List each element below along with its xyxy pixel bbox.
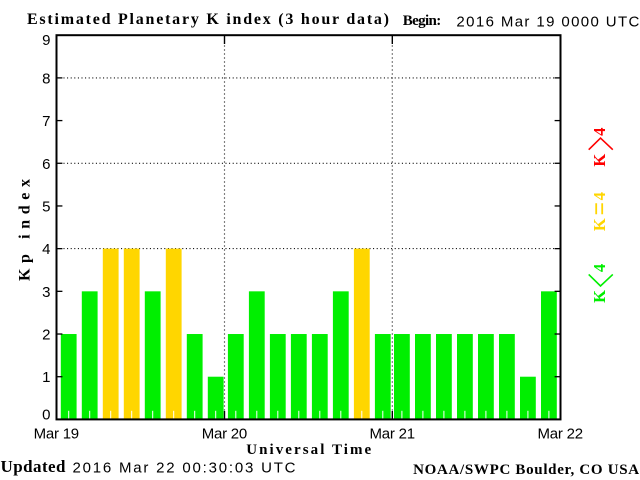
svg-text:Mar 21: Mar 21 bbox=[370, 426, 416, 443]
svg-text:Begin:: Begin: bbox=[403, 13, 442, 29]
svg-text:K: K bbox=[590, 218, 609, 231]
svg-text:4: 4 bbox=[590, 192, 609, 200]
svg-text:6: 6 bbox=[42, 156, 50, 173]
svg-text:4: 4 bbox=[590, 128, 609, 136]
svg-text:4: 4 bbox=[590, 264, 609, 272]
svg-text:K: K bbox=[590, 154, 609, 167]
svg-text:NOAA/SWPC Boulder, CO USA: NOAA/SWPC Boulder, CO USA bbox=[413, 462, 639, 478]
svg-text:2016 Mar 22 00:30:03 UTC: 2016 Mar 22 00:30:03 UTC bbox=[73, 459, 296, 476]
svg-text:8: 8 bbox=[42, 70, 50, 87]
svg-text:3: 3 bbox=[42, 284, 50, 301]
svg-text:9: 9 bbox=[42, 32, 50, 49]
svg-text:Mar 19: Mar 19 bbox=[34, 426, 80, 443]
svg-text:Mar 20: Mar 20 bbox=[202, 426, 248, 443]
svg-text:7: 7 bbox=[42, 113, 50, 130]
svg-text:K: K bbox=[590, 290, 609, 303]
svg-text:2016 Mar 19 0000 UTC: 2016 Mar 19 0000 UTC bbox=[456, 13, 639, 30]
svg-text:Estimated Planetary K index (3: Estimated Planetary K index (3 hour data… bbox=[27, 11, 389, 28]
svg-text:Updated: Updated bbox=[1, 457, 67, 476]
svg-text:1: 1 bbox=[42, 369, 50, 386]
svg-text:5: 5 bbox=[42, 199, 50, 216]
svg-text:4: 4 bbox=[42, 241, 50, 258]
svg-text:2: 2 bbox=[42, 327, 50, 344]
svg-text:Mar 22: Mar 22 bbox=[538, 426, 584, 443]
svg-text:0: 0 bbox=[42, 407, 50, 424]
